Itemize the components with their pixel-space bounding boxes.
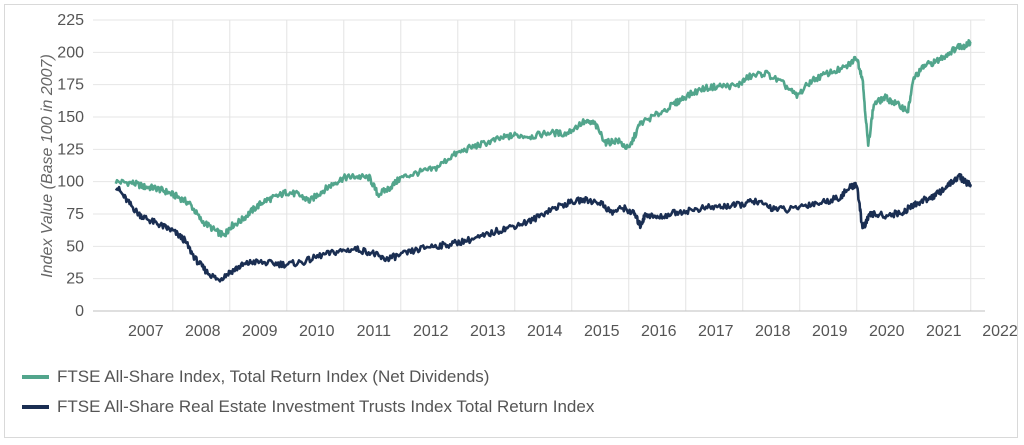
legend: FTSE All-Share Index, Total Return Index… — [22, 362, 594, 422]
series-line-reit — [114, 172, 973, 283]
x-tick-label: 2010 — [299, 323, 335, 340]
x-tick-label: 2013 — [470, 323, 506, 340]
y-tick-label: 175 — [57, 77, 84, 94]
x-tick-label: 2009 — [242, 323, 278, 340]
legend-label-reit: FTSE All-Share Real Estate Investment Tr… — [57, 397, 595, 416]
x-axis-ticks: 2007 2008 2009 2010 2011 2012 2013 2014 2015 2016… — [128, 323, 1018, 340]
y-tick-label: 200 — [57, 44, 84, 61]
y-axis-label: Index Value (Base 100 in 2007) — [39, 54, 56, 278]
x-tick-label: 2018 — [755, 323, 791, 340]
legend-label-all-share: FTSE All-Share Index, Total Return Index… — [57, 367, 490, 386]
y-tick-label: 125 — [57, 141, 84, 158]
series-line-all-share — [114, 38, 972, 238]
x-tick-label: 2020 — [869, 323, 905, 340]
x-tick-label: 2015 — [584, 323, 620, 340]
legend-item-all-share: FTSE All-Share Index, Total Return Index… — [22, 362, 594, 392]
chart-frame — [4, 4, 1018, 438]
y-tick-label: 150 — [57, 109, 84, 126]
x-tick-label: 2008 — [185, 323, 221, 340]
x-tick-label: 2014 — [527, 323, 563, 340]
x-tick-label: 2017 — [698, 323, 734, 340]
x-tick-label: 2021 — [926, 323, 962, 340]
grid-lines — [93, 19, 985, 312]
x-tick-label: 2022 — [982, 323, 1018, 340]
x-tick-label: 2019 — [812, 323, 848, 340]
legend-swatch-reit — [22, 405, 49, 409]
y-tick-label: 50 — [66, 238, 84, 255]
x-tick-label: 2007 — [128, 323, 164, 340]
x-tick-label: 2012 — [413, 323, 449, 340]
legend-swatch-all-share — [22, 375, 49, 379]
y-tick-label: 100 — [57, 174, 84, 191]
x-tick-label: 2011 — [357, 323, 392, 340]
x-tick-label: 2016 — [641, 323, 677, 340]
y-tick-label: 25 — [66, 271, 84, 288]
y-tick-label: 75 — [66, 206, 84, 223]
y-axis-ticks: 0 25 50 75 100 125 150 175 200 225 — [57, 12, 84, 320]
y-tick-label: 0 — [75, 303, 84, 320]
legend-item-reit: FTSE All-Share Real Estate Investment Tr… — [22, 392, 594, 422]
y-tick-label: 225 — [57, 12, 84, 29]
series-lines — [114, 38, 973, 283]
